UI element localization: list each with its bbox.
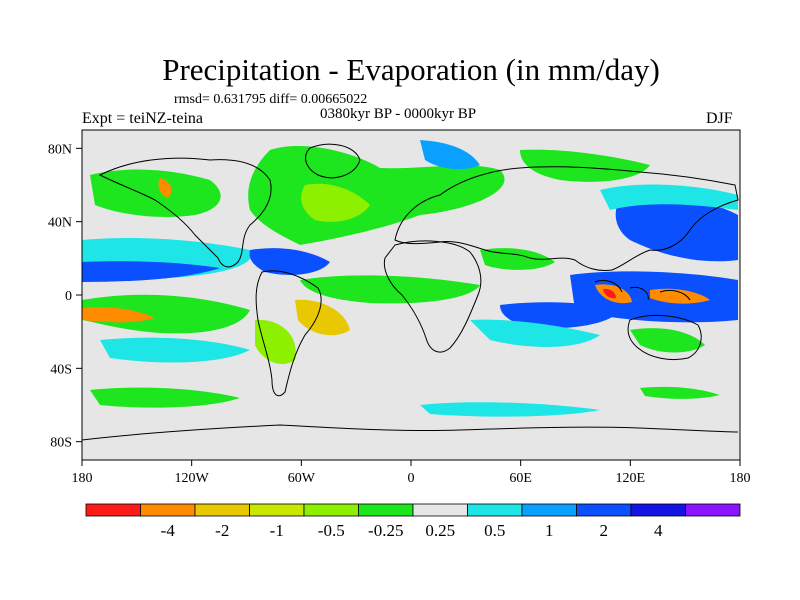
field-south-america-yellow	[295, 299, 350, 336]
map-panel	[81, 129, 741, 461]
colorbar-label: -1	[270, 521, 284, 540]
colorbar-swatch	[249, 503, 305, 517]
colorbar-label: 0.25	[425, 521, 455, 540]
lon-tick-label: 0	[408, 471, 415, 486]
coastline-eurasia	[394, 166, 739, 271]
colorbar-label: 0.5	[484, 521, 505, 540]
field-southern-ocean-green	[90, 387, 240, 408]
coastline-maritime	[594, 279, 691, 301]
colorbar-label: 1	[545, 521, 554, 540]
colorbar-label: -0.5	[318, 521, 345, 540]
colorbar-swatch	[303, 503, 359, 517]
colorbar-swatch	[576, 503, 632, 517]
lon-tick-label: 120W	[175, 471, 210, 486]
coastline-greenland	[305, 143, 361, 179]
field-west-pacific-blue	[615, 195, 738, 262]
colorbar-swatch	[685, 503, 741, 517]
lon-tick-label: 180	[72, 471, 93, 486]
lon-tick-label: 180	[730, 471, 751, 486]
lat-tick-label: 40S	[50, 362, 72, 377]
field-north-pacific-green	[90, 169, 221, 217]
coastline-south-america	[255, 270, 322, 397]
season-label: DJF	[706, 110, 733, 127]
colorbar-label: -0.25	[368, 521, 403, 540]
field-maritime-orange-east	[650, 288, 710, 304]
field-north-pacific-orange	[158, 178, 172, 198]
colorbar-swatch	[358, 503, 414, 517]
lat-tick-label: 80N	[48, 142, 72, 157]
colorbar-swatch	[412, 503, 468, 517]
colorbar-swatch	[467, 503, 523, 517]
field-south-pacific-green	[82, 294, 250, 334]
coastline-north-america	[98, 157, 272, 268]
page-title: Precipitation - Evaporation (in mm/day)	[162, 52, 660, 87]
field-west-pacific-cyan	[600, 184, 738, 210]
field-arabia-green	[480, 248, 555, 270]
coastline-antarctica	[82, 424, 739, 441]
lon-tick-label: 60W	[288, 471, 316, 486]
field-maritime-red	[603, 288, 616, 299]
lat-tick-label: 0	[65, 289, 72, 304]
field-indian-ocean-cyan	[470, 319, 600, 347]
coastline-africa	[383, 240, 482, 353]
colorbar-swatch	[521, 503, 577, 517]
colorbar-swatch	[194, 503, 250, 517]
colorbar-label: -2	[215, 521, 229, 540]
lon-tick-label: 60E	[509, 471, 532, 486]
colorbar-label: -4	[161, 521, 176, 540]
field-atlantic-yellowgreen	[301, 183, 370, 222]
experiment-label: Expt = teiNZ-teina	[82, 110, 203, 127]
stats-text: rmsd= 0.631795 diff= 0.00665022	[174, 92, 368, 107]
colorbar-label: 4	[654, 521, 663, 540]
field-south-pacific-orange	[82, 307, 155, 323]
field-south-atlantic-green	[255, 319, 296, 365]
field-pacific-itcz-blue	[82, 261, 220, 282]
colorbar-label: 2	[600, 521, 609, 540]
field-tropical-atlantic-blue	[249, 248, 330, 275]
field-equator-green	[300, 275, 480, 304]
lat-tick-label: 40N	[48, 216, 72, 231]
colorbar-swatch	[140, 503, 196, 517]
field-southern-ocean-cyan	[420, 402, 600, 417]
field-siberia-green	[520, 149, 650, 182]
axis-ticks: 80N 40N 0 40S 80S 180 120W 60W 0 60E 120E 180	[48, 142, 751, 486]
field-southern-ocean-small	[640, 386, 720, 399]
colorbar-swatch	[630, 503, 686, 517]
coastlines	[82, 143, 739, 441]
coastline-australia	[627, 315, 702, 361]
period-label: 0380kyr BP - 0000kyr BP	[320, 106, 477, 122]
field-arctic-blue	[420, 140, 480, 170]
lon-tick-label: 120E	[616, 471, 646, 486]
field-south-pacific-cyan	[100, 337, 250, 363]
colorbar: -4 -2 -1 -0.5 -0.25 0.25 0.5 1 2 4	[85, 503, 741, 540]
lat-tick-label: 80S	[50, 436, 72, 451]
field-shading	[82, 140, 738, 417]
field-australia-green	[630, 328, 705, 353]
colorbar-swatch	[85, 503, 141, 517]
